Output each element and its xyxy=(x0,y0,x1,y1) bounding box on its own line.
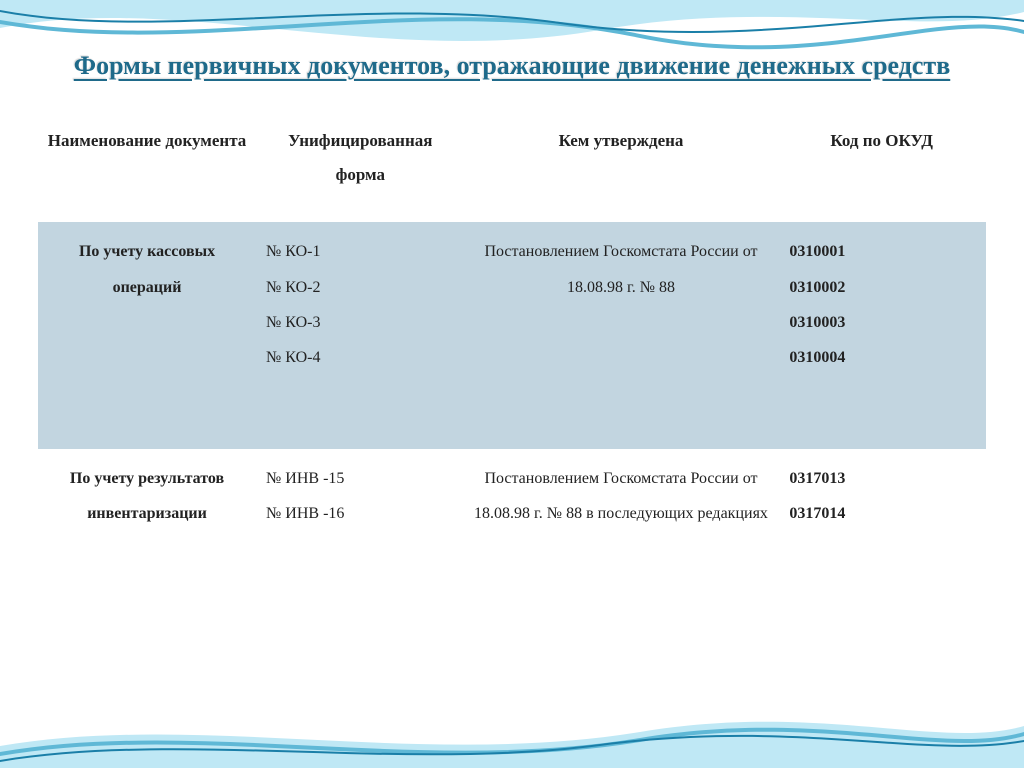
cell-doc-name: По учету результатов инвентаризации xyxy=(38,449,256,543)
table-header-row: Наименование документа Унифицированная ф… xyxy=(38,110,986,222)
document-forms-table: Наименование документа Унифицированная ф… xyxy=(0,102,1024,543)
col-okud-code: Код по ОКУД xyxy=(777,110,986,222)
col-approved-by: Кем утверждена xyxy=(465,110,778,222)
table-row: По учету результатов инвентаризации№ ИНВ… xyxy=(38,449,986,543)
cell-doc-name: По учету кассовых операций xyxy=(38,222,256,387)
cell-unified-form: № КО-1№ КО-2№ КО-3№ КО-4 xyxy=(256,222,465,387)
cell-okud-code: 0310001031000203100030310004 xyxy=(777,222,986,387)
spacer-row xyxy=(38,387,986,449)
table-row: По учету кассовых операций№ КО-1№ КО-2№ … xyxy=(38,222,986,387)
decorative-wave-bottom xyxy=(0,708,1024,768)
cell-unified-form: № ИНВ -15№ ИНВ -16 xyxy=(256,449,465,543)
cell-approved-by: Постановлением Госкомстата России от 18.… xyxy=(465,222,778,387)
cell-okud-code: 03170130317014 xyxy=(777,449,986,543)
cell-approved-by: Постановлением Госкомстата России от 18.… xyxy=(465,449,778,543)
slide-title: Формы первичных документов, отражающие д… xyxy=(0,0,1024,102)
col-doc-name: Наименование документа xyxy=(38,110,256,222)
col-unified-form: Унифицированная форма xyxy=(256,110,465,222)
